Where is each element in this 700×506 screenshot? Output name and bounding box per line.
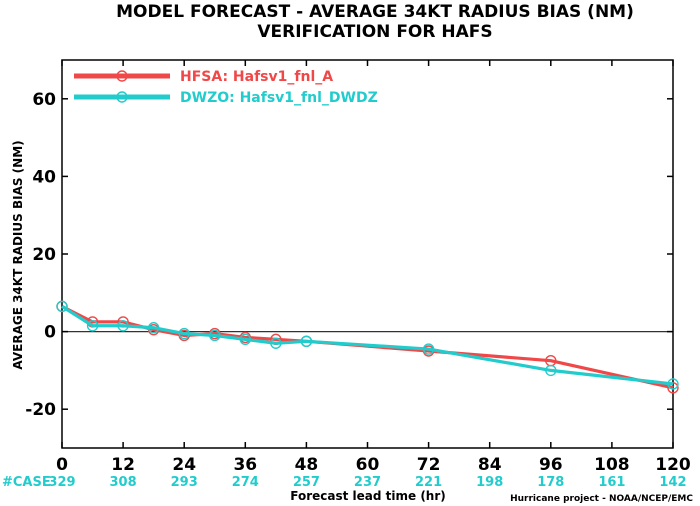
- case-count: 178: [537, 475, 564, 490]
- series-line-2: [61, 305, 674, 386]
- chart-subtitle: VERIFICATION FOR HAFS: [257, 22, 492, 42]
- series-point-2: [545, 364, 557, 377]
- plot-frame: [61, 59, 674, 449]
- series-point-2: [270, 337, 282, 349]
- case-count: 308: [110, 475, 137, 490]
- x-tick-label: 0: [56, 455, 68, 475]
- legend-marker-1: [116, 70, 128, 82]
- series-point-2: [209, 329, 221, 342]
- series-point-2: [147, 322, 160, 334]
- legend-label-2: DWZO: Hafsv1_fnl_DWDZ: [180, 90, 378, 106]
- series-point-2: [56, 300, 68, 313]
- x-tick-label: 72: [417, 455, 441, 475]
- y-tick-label: 20: [32, 245, 56, 265]
- chart-title: MODEL FORECAST - AVERAGE 34KT RADIUS BIA…: [116, 2, 634, 22]
- x-tick-label: 96: [539, 455, 563, 475]
- case-label: #CASE: [2, 475, 51, 490]
- case-count: 221: [415, 475, 442, 490]
- y-tick-label: -20: [25, 400, 56, 420]
- x-tick-label: 60: [356, 455, 380, 475]
- y-tick-label: 40: [32, 167, 56, 187]
- case-count: 142: [659, 475, 686, 490]
- credit-text: Hurricane project - NOAA/NCEP/EMC: [510, 494, 693, 504]
- case-count: 237: [354, 475, 381, 490]
- case-count: 293: [171, 475, 198, 490]
- case-count: 161: [598, 475, 625, 490]
- x-tick-label: 24: [172, 455, 196, 475]
- x-tick-label: 120: [655, 455, 691, 475]
- series-point-2: [178, 327, 190, 340]
- series-point-2: [117, 320, 129, 332]
- series-line-1: [61, 304, 674, 390]
- series-point-2: [300, 335, 313, 347]
- y-tick-label: 60: [32, 90, 56, 110]
- x-tick-label: 12: [111, 455, 135, 475]
- series-point-2: [422, 343, 435, 355]
- case-count: 274: [232, 475, 259, 490]
- x-axis-label: Forecast lead time (hr): [290, 489, 446, 503]
- x-tick-label: 108: [594, 455, 630, 475]
- legend: HFSA: Hafsv1_fnl_A DWZO: Hafsv1_fnl_DWDZ: [74, 69, 378, 106]
- y-tick-label: 0: [44, 323, 56, 343]
- case-count: 257: [293, 475, 320, 490]
- x-tick-label: 36: [233, 455, 257, 475]
- case-count: 198: [476, 475, 503, 490]
- case-count: 329: [48, 475, 75, 490]
- y-axis-label: AVERAGE 34KT RADIUS BIAS (NM): [11, 140, 25, 369]
- legend-label-1: HFSA: Hafsv1_fnl_A: [180, 69, 333, 85]
- series-point-2: [667, 378, 679, 390]
- series-point-2: [86, 320, 99, 332]
- legend-marker-2: [116, 91, 128, 103]
- series-point-2: [239, 333, 252, 346]
- x-tick-label: 84: [478, 455, 502, 475]
- x-tick-label: 48: [295, 455, 319, 475]
